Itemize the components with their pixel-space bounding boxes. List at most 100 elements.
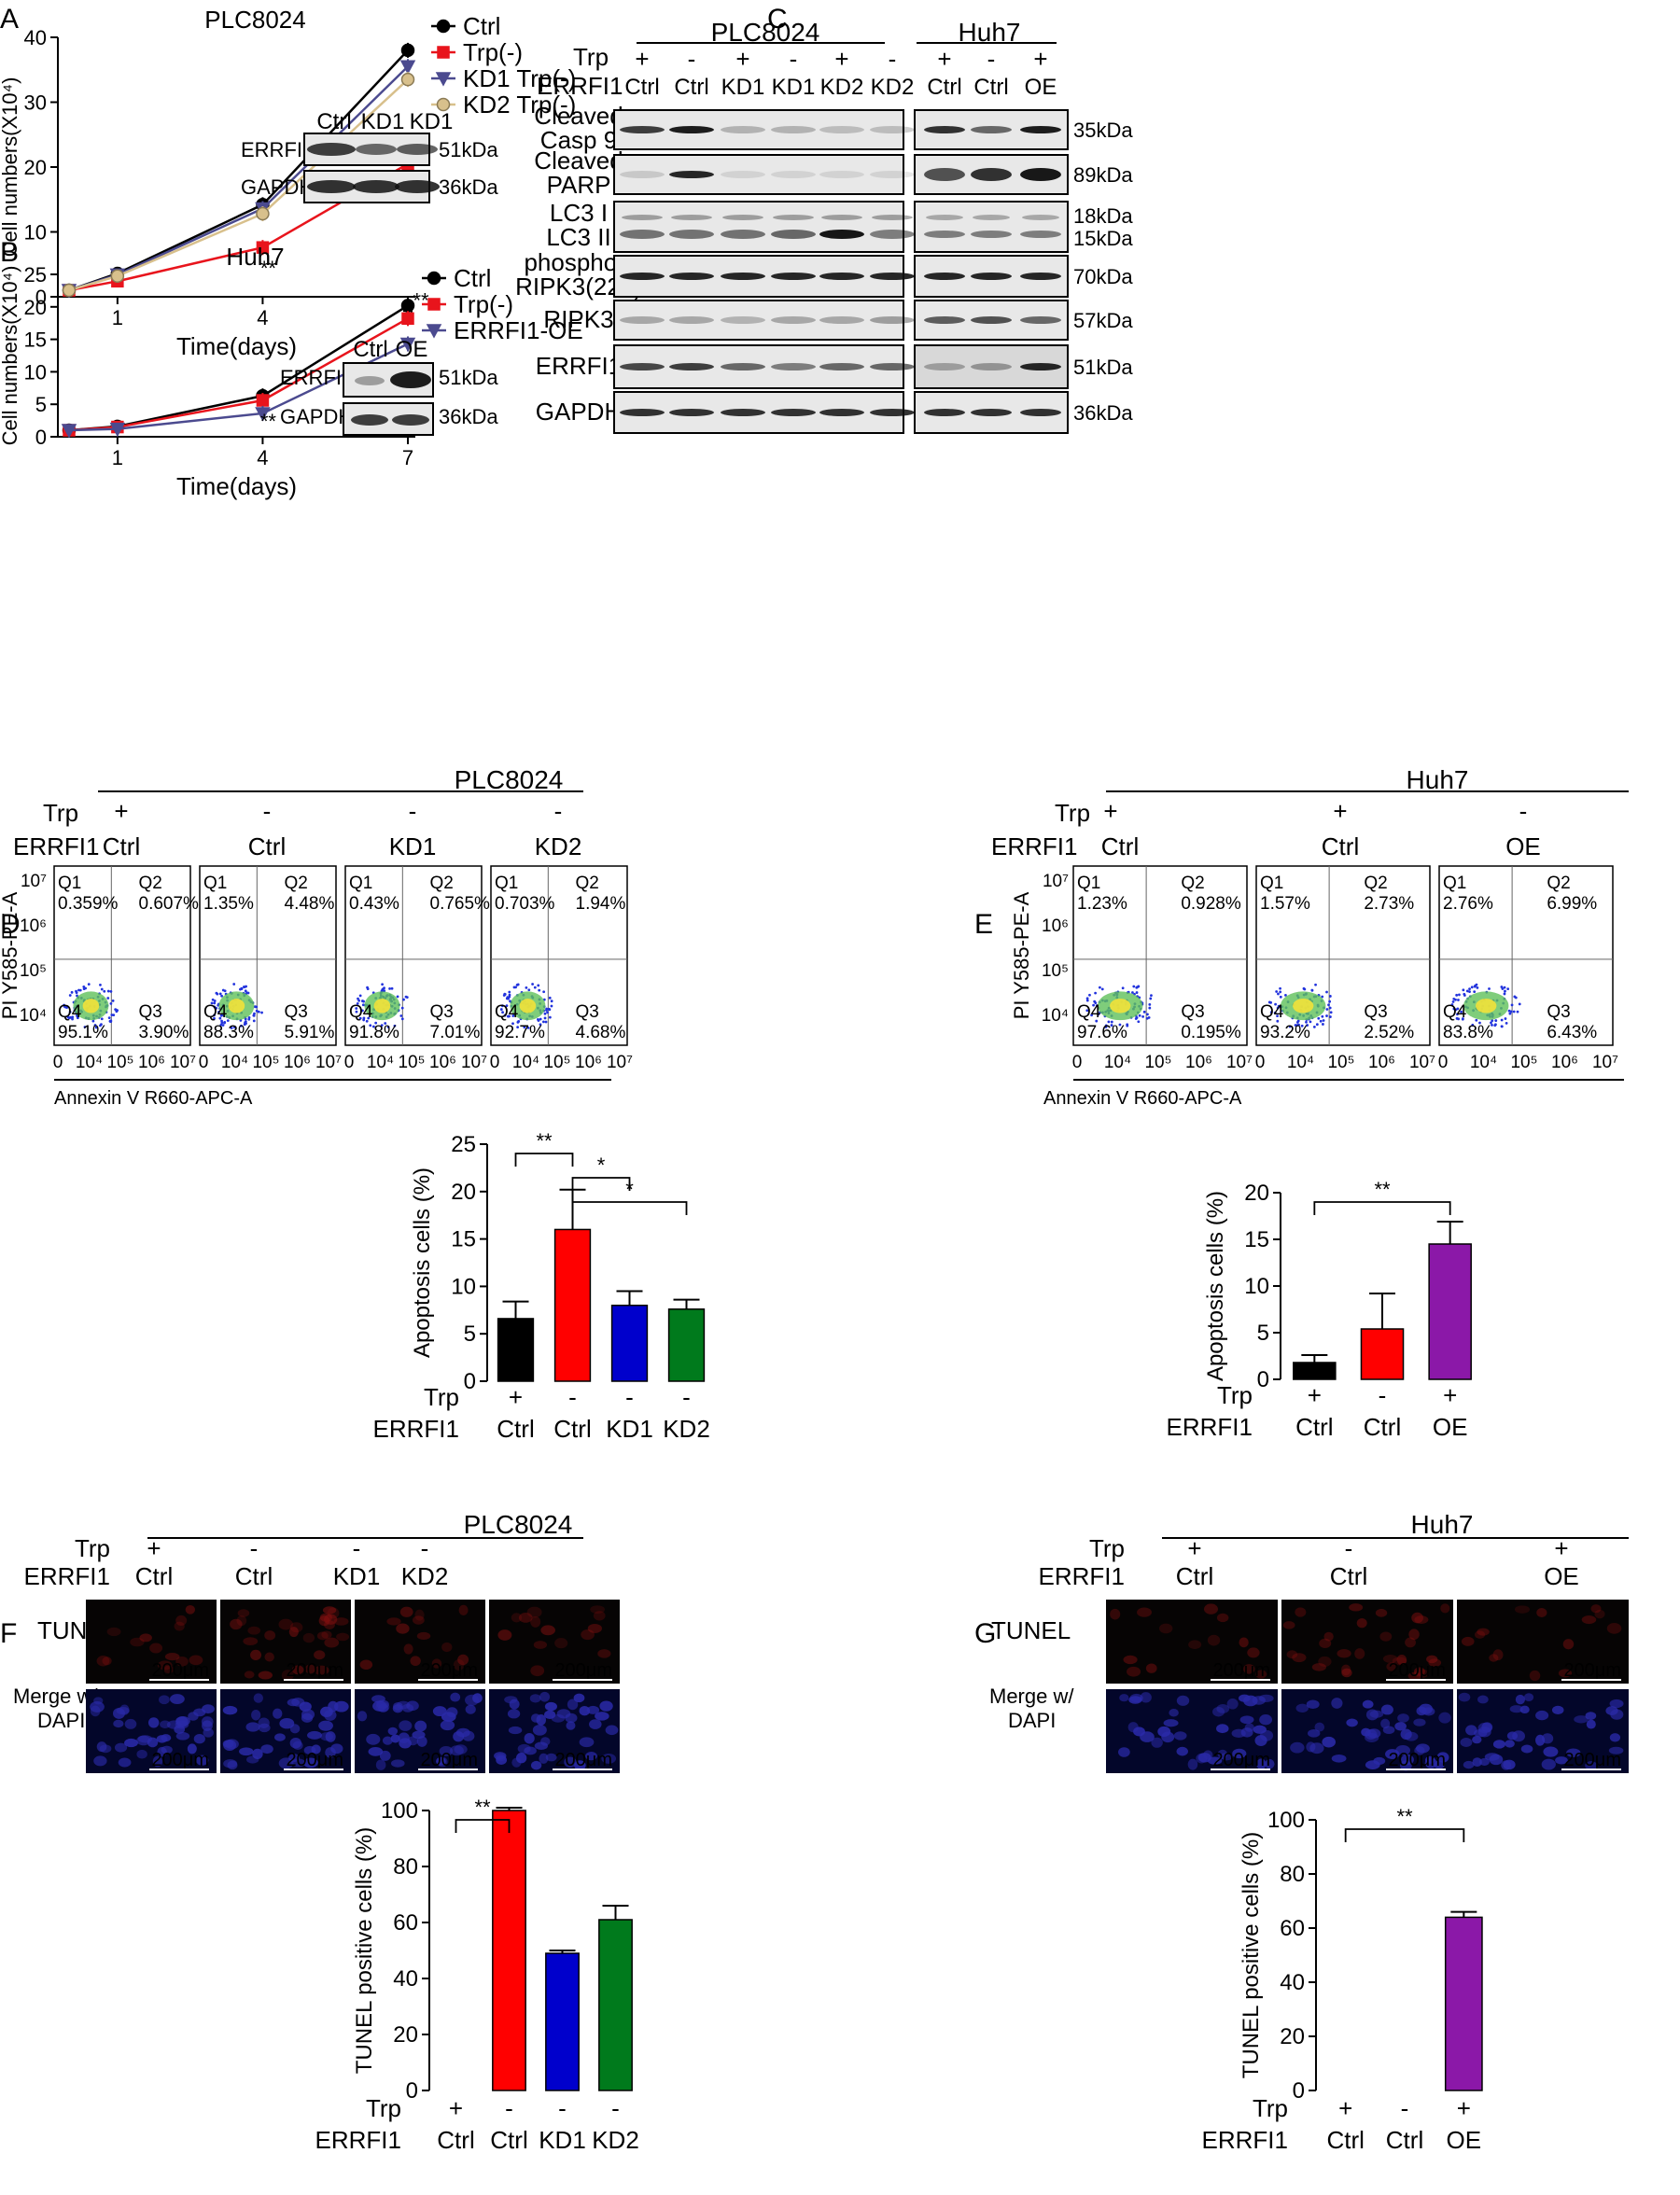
nucleus — [1395, 1745, 1410, 1755]
band — [924, 316, 965, 324]
plot-frame — [1255, 865, 1431, 1046]
nucleus — [1290, 1741, 1305, 1754]
event-dot — [511, 1014, 515, 1017]
event-dot — [511, 1022, 514, 1026]
blot-huh-row — [914, 391, 1069, 434]
y-tick-label: 80 — [393, 1854, 418, 1880]
nucleus — [322, 1606, 337, 1615]
event-dot — [1488, 987, 1491, 990]
band — [620, 409, 665, 416]
nucleus — [414, 1609, 425, 1621]
errfi1-lane: KD1 — [772, 75, 816, 100]
q4-value: 88.3% — [203, 1023, 254, 1042]
y-tick-label: 10⁶ — [1042, 916, 1069, 936]
scale-bar-label: 200μm — [151, 1660, 209, 1681]
nucleus — [530, 1665, 545, 1677]
event-dot — [537, 984, 540, 987]
nucleus — [1308, 1728, 1321, 1738]
event-dot — [1095, 1019, 1099, 1023]
flow-x-label: Annexin V R660-APC-A — [54, 1088, 253, 1109]
event-dot — [1325, 1014, 1328, 1017]
errfi1-label: Ctrl — [1176, 1562, 1213, 1590]
nucleus — [1472, 1757, 1482, 1768]
nucleus — [304, 1664, 315, 1674]
nucleus — [1337, 1648, 1351, 1658]
errfi1-blot-a — [303, 133, 438, 166]
nucleus — [1216, 1724, 1229, 1734]
band — [1020, 363, 1061, 370]
event-dot — [1104, 1024, 1108, 1028]
legend-marker — [436, 19, 451, 34]
event-dot — [505, 997, 509, 1000]
event-dot — [239, 987, 242, 991]
merge-image-f: 200μm — [220, 1689, 351, 1773]
y-tick-label: 60 — [393, 1910, 418, 1936]
blot-huh-row — [914, 300, 1069, 341]
event-dot — [1303, 987, 1307, 991]
density-peak — [1110, 999, 1131, 1014]
trp-sign: - — [568, 1383, 577, 1411]
nucleus — [1394, 1722, 1407, 1731]
trp-sign: + — [635, 45, 649, 73]
y-tick-label: 20 — [1244, 1181, 1269, 1206]
trp-sign: + — [147, 1534, 161, 1562]
nucleus — [1424, 1755, 1435, 1764]
nucleus — [1434, 1760, 1445, 1769]
trp-sign: - — [1401, 2094, 1409, 2122]
blot-row-label: GAPDH — [241, 175, 314, 199]
nucleus — [1386, 1662, 1398, 1671]
quadrant-name: Q1 — [203, 874, 227, 893]
nucleus — [1460, 1738, 1473, 1748]
nucleus — [316, 1631, 329, 1641]
row-label-errfi1: ERRFI1 — [315, 2126, 401, 2154]
data-point — [62, 283, 77, 298]
nucleus — [465, 1704, 476, 1714]
data-point — [400, 72, 415, 87]
bar — [497, 1318, 535, 1382]
nucleus — [1151, 1737, 1163, 1748]
event-dot — [82, 986, 86, 988]
nucleus — [1243, 1664, 1255, 1674]
x-tick-label: 10⁵ — [106, 1053, 133, 1072]
nucleus — [1581, 1615, 1597, 1625]
nucleus — [599, 1700, 613, 1712]
band — [771, 363, 816, 370]
x-tick-label: 10⁷ — [170, 1053, 196, 1072]
y-tick-label: 5 — [1257, 1321, 1269, 1346]
event-dot — [103, 989, 106, 993]
nucleus — [526, 1606, 542, 1618]
band — [971, 126, 1012, 133]
blot-row-label: LC3 I — [550, 199, 608, 227]
event-dot — [1325, 990, 1328, 994]
nucleus — [1187, 1758, 1198, 1770]
nucleus — [1362, 1699, 1374, 1709]
trp-sign: + — [509, 1383, 523, 1411]
chart-title: PLC8024 — [204, 6, 305, 34]
event-dot — [247, 1017, 251, 1021]
bar — [610, 1304, 649, 1382]
event-dot — [547, 1007, 551, 1011]
q4-value: 92.7% — [495, 1023, 545, 1042]
nucleus — [1244, 1723, 1254, 1732]
quadrant-name: Q3 — [1364, 1002, 1387, 1022]
q1-value: 1.23% — [1077, 894, 1127, 914]
nucleus — [113, 1719, 124, 1728]
category-label: Ctrl — [1295, 1413, 1333, 1441]
q1-value: 1.35% — [203, 894, 254, 914]
nucleus — [416, 1631, 431, 1641]
event-dot — [1094, 991, 1098, 995]
band — [971, 273, 1012, 280]
x-tick-label: 10⁴ — [1104, 1053, 1131, 1072]
event-dot — [1090, 1014, 1093, 1017]
event-dot — [1494, 1019, 1498, 1022]
event-dot — [1478, 1021, 1481, 1025]
band — [390, 371, 431, 388]
nucleus — [320, 1706, 333, 1717]
band — [1020, 409, 1061, 416]
nucleus — [529, 1694, 541, 1703]
nucleus — [532, 1724, 547, 1736]
event-dot — [1516, 1010, 1519, 1014]
event-dot — [1146, 1013, 1149, 1016]
nucleus — [225, 1739, 239, 1750]
nucleus — [1436, 1752, 1449, 1763]
